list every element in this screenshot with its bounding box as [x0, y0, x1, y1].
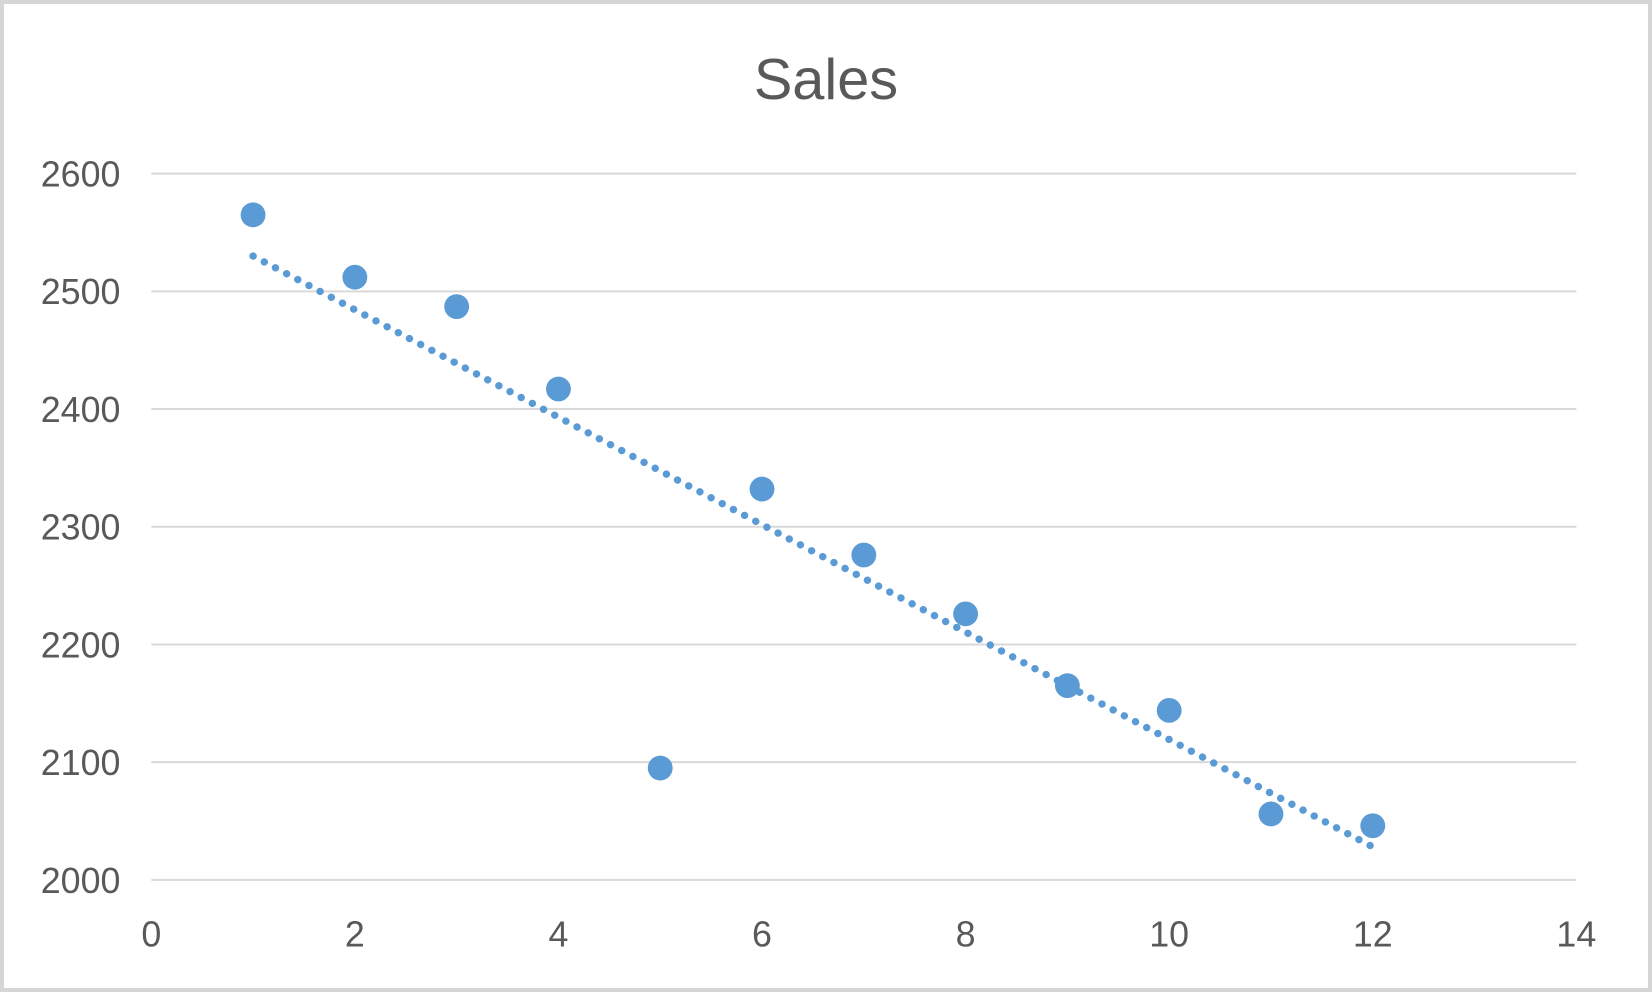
data-point-marker[interactable] [240, 202, 266, 228]
trendline[interactable] [249, 252, 1377, 851]
data-point-marker[interactable] [953, 601, 979, 627]
x-axis-tick-label: 14 [1556, 914, 1596, 954]
data-point-marker[interactable] [647, 755, 673, 781]
chart-title: Sales [754, 48, 898, 112]
y-axis-tick-label: 2400 [41, 390, 121, 430]
y-axis-tick-label: 2100 [41, 743, 121, 783]
x-axis-tick-label: 6 [752, 914, 772, 954]
y-gridlines [151, 172, 1577, 881]
data-point-marker[interactable] [1258, 801, 1284, 827]
x-axis-tick-label: 4 [548, 914, 568, 954]
data-point-marker[interactable] [1360, 813, 1386, 839]
data-point-marker[interactable] [444, 294, 470, 320]
data-point-marker[interactable] [749, 476, 775, 502]
data-point-marker[interactable] [1156, 697, 1182, 723]
x-axis-tick-label: 12 [1353, 914, 1393, 954]
y-axis-tick-label: 2600 [41, 155, 121, 195]
data-point-marker[interactable] [851, 542, 877, 568]
chart-canvas: 2000 2100 2200 2300 2400 2500 2600 0 2 4 6 8 10 12 14… [41, 48, 1596, 954]
x-axis-tick-labels: 0 2 4 6 8 10 12 14 [141, 914, 1596, 954]
y-axis-tick-label: 2000 [41, 861, 121, 901]
x-axis-tick-label: 10 [1149, 914, 1189, 954]
data-series-points[interactable] [240, 202, 1386, 839]
y-axis-tick-label: 2200 [41, 625, 121, 665]
y-axis-tick-labels: 2000 2100 2200 2300 2400 2500 2600 [41, 155, 121, 901]
x-axis-tick-label: 0 [141, 914, 161, 954]
data-point-marker[interactable] [342, 264, 368, 290]
x-axis-tick-label: 8 [956, 914, 976, 954]
data-point-marker[interactable] [546, 376, 571, 402]
y-axis-tick-label: 2300 [41, 508, 121, 548]
y-axis-tick-label: 2500 [41, 272, 121, 312]
x-axis-tick-label: 2 [345, 914, 365, 954]
